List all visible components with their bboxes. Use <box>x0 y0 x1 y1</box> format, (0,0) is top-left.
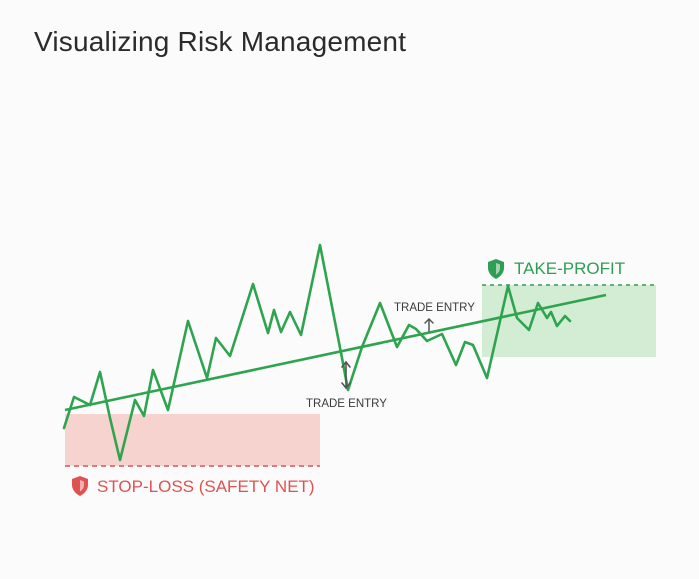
stop-loss-label: STOP-LOSS (SAFETY NET) <box>97 477 315 496</box>
take-profit-label: TAKE-PROFIT <box>514 259 625 278</box>
trade-entry-label-2: TRADE ENTRY <box>394 302 475 314</box>
up-down-arrow-icon <box>341 360 351 390</box>
trade-entry-label-1: TRADE ENTRY <box>306 398 387 410</box>
page-title: Visualizing Risk Management <box>34 26 407 57</box>
up-arrow-icon <box>424 317 434 332</box>
shield-icon <box>72 476 88 496</box>
price-line <box>62 243 572 462</box>
shield-icon <box>488 259 504 279</box>
stop-loss-zone <box>65 414 320 466</box>
